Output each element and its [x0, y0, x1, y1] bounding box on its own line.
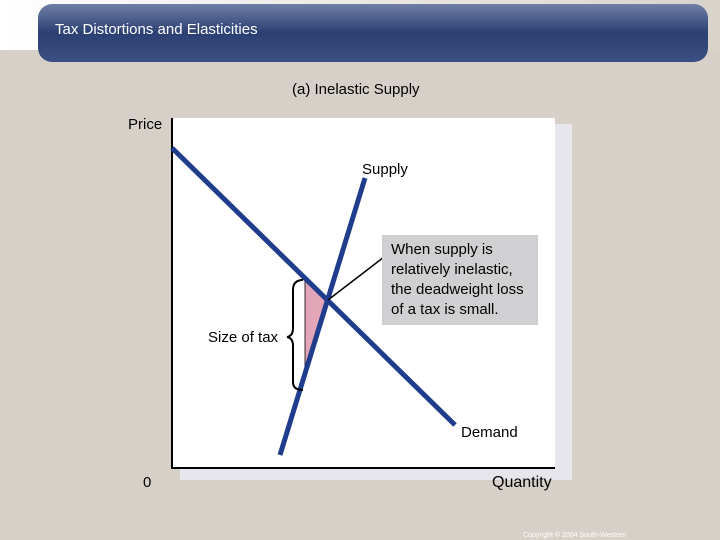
callout-line: of a tax is small. — [391, 301, 499, 318]
demand-label: Demand — [461, 424, 518, 441]
diagram-title: (a) Inelastic Supply — [292, 81, 420, 98]
y-axis-label: Price — [128, 116, 162, 133]
tax-brace — [286, 279, 304, 391]
demand-curve — [170, 146, 457, 427]
callout-box — [382, 235, 538, 325]
x-axis-label: Quantity — [492, 474, 552, 491]
tax-label: Size of tax — [208, 329, 279, 346]
header-title: Tax Distortions and Elasticities — [55, 21, 258, 38]
header-bar — [38, 4, 708, 62]
callout-line: the deadweight loss — [391, 281, 524, 298]
supply-label: Supply — [362, 161, 408, 178]
origin-label: 0 — [143, 474, 151, 491]
callout-line: relatively inelastic, — [391, 261, 513, 278]
callout-text: When supply is relatively inelastic, the d… — [391, 241, 524, 318]
copyright: Copyright © 2004 South-Western — [523, 531, 626, 539]
callout-leader — [327, 256, 385, 301]
callout-line: When supply is — [391, 241, 493, 258]
supply-curve — [277, 177, 368, 456]
